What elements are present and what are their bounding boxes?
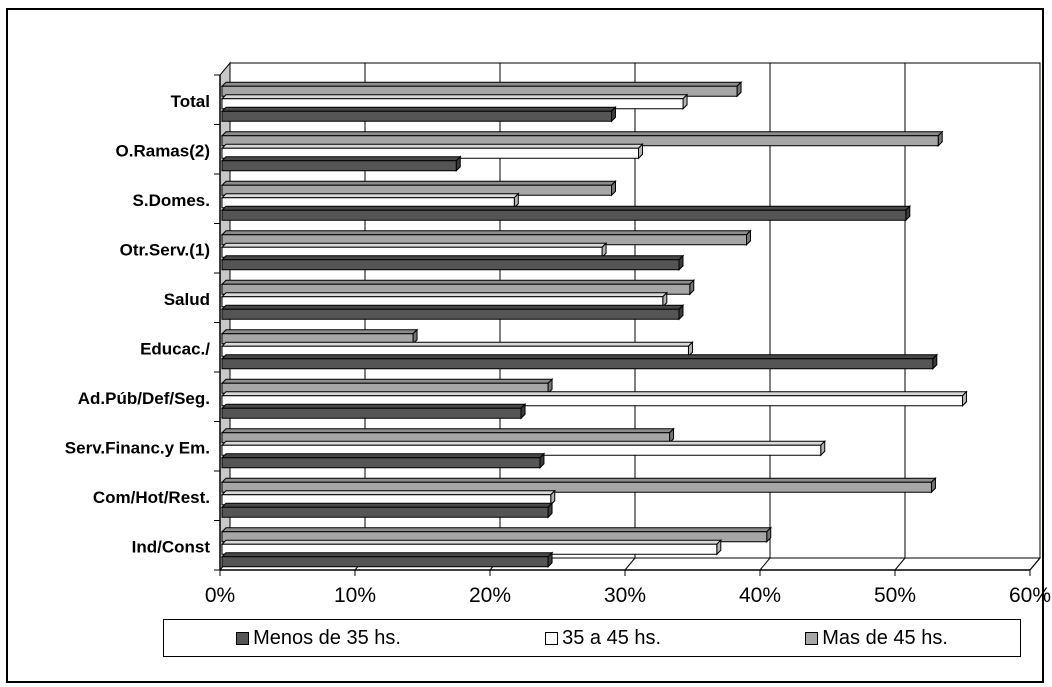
x-tick-label: 10% xyxy=(334,584,376,607)
bar xyxy=(221,259,680,271)
bar-top-face xyxy=(220,552,554,558)
category-label: Com/Hot/Rest. xyxy=(93,488,210,507)
bar-top-face xyxy=(220,440,826,446)
bar-top-face xyxy=(220,292,669,298)
bar-top-face xyxy=(220,354,939,360)
bar-top-face xyxy=(220,230,752,236)
legend-label: Mas de 45 hs. xyxy=(822,626,948,649)
bar-top-face xyxy=(220,81,743,87)
floor-gridline xyxy=(624,557,636,571)
bar-top-face xyxy=(220,193,520,199)
bar-top-face xyxy=(220,428,675,434)
legend-swatch xyxy=(545,631,559,645)
x-tick-label: 0% xyxy=(205,584,235,607)
legend-swatch xyxy=(805,631,819,645)
legend-label: Menos de 35 hs. xyxy=(253,626,401,649)
bar-top-face xyxy=(220,539,723,545)
bar-top-face xyxy=(220,477,937,483)
floor-gridline xyxy=(759,557,771,571)
category-label: Serv.Financ.y Em. xyxy=(65,438,210,457)
bar-top-face xyxy=(220,205,912,211)
bar xyxy=(221,481,932,493)
bar-top-face xyxy=(220,242,608,248)
bar-top-face xyxy=(220,378,554,384)
legend-swatch xyxy=(236,631,250,645)
bar-top-face xyxy=(220,403,527,409)
bar-top-face xyxy=(220,143,644,149)
category-label: Educac./ xyxy=(140,339,210,358)
category-label: O.Ramas(2) xyxy=(116,141,210,160)
bar xyxy=(221,110,612,122)
bar xyxy=(221,395,963,407)
bar-top-face xyxy=(220,490,556,496)
bar xyxy=(221,160,457,172)
bar-top-face xyxy=(220,180,617,186)
bar xyxy=(221,407,522,419)
bar xyxy=(221,556,549,568)
bar-top-face xyxy=(220,255,685,261)
bar-top-face xyxy=(220,453,546,459)
bar xyxy=(221,506,549,518)
bar-top-face xyxy=(220,279,696,285)
bar-top-face xyxy=(220,131,944,137)
category-label: Salud xyxy=(164,290,210,309)
floor-gridline xyxy=(1029,557,1041,571)
bar-top-face xyxy=(220,391,968,397)
x-tick-label: 20% xyxy=(469,584,511,607)
category-label: Ind/Const xyxy=(132,537,211,556)
bar xyxy=(221,457,541,469)
bar-top-face xyxy=(220,106,617,112)
category-label: Ad.Púb/Def/Seg. xyxy=(78,389,210,408)
floor-gridline xyxy=(894,557,906,571)
bar-top-face xyxy=(220,94,689,100)
bar-top-face xyxy=(220,329,419,335)
bar xyxy=(221,308,680,320)
x-tick-label: 60% xyxy=(1009,584,1051,607)
x-tick-label: 30% xyxy=(604,584,646,607)
legend-label: 35 a 45 hs. xyxy=(562,626,662,649)
bar-top-face xyxy=(220,304,685,310)
bar-top-face xyxy=(220,156,462,162)
x-tick-label: 40% xyxy=(739,584,781,607)
legend-item: Menos de 35 hs. xyxy=(236,627,401,650)
category-label: S.Domes. xyxy=(133,191,210,210)
legend-item: 35 a 45 hs. xyxy=(545,627,661,650)
category-label: Otr.Serv.(1) xyxy=(120,240,210,259)
x-tick-label: 50% xyxy=(874,584,916,607)
bar xyxy=(221,358,934,370)
bar-top-face xyxy=(220,527,772,533)
legend: Menos de 35 hs. 35 a 45 hs. Mas de 45 hs. xyxy=(163,619,1021,657)
legend-item: Mas de 45 hs. xyxy=(805,627,948,650)
bar-top-face xyxy=(220,341,694,347)
category-label: Total xyxy=(171,92,210,111)
bar-top-face xyxy=(220,502,554,508)
bar xyxy=(221,209,907,221)
